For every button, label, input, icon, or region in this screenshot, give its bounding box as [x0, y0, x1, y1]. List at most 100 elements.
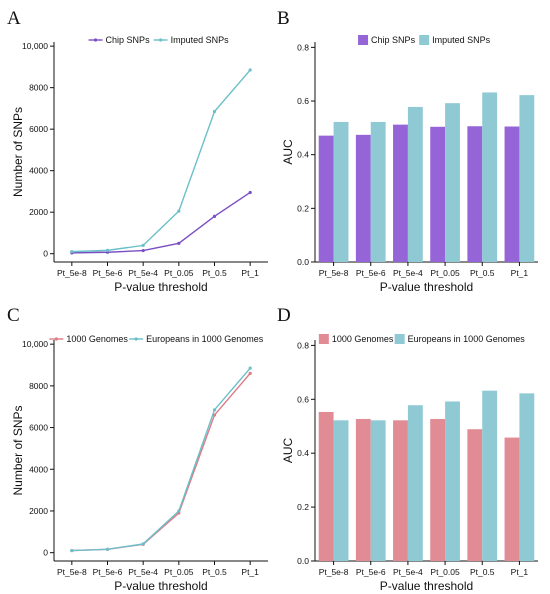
x-tick-label: Pt_0.05 — [164, 268, 194, 278]
y-tick-label: 0.0 — [297, 556, 309, 566]
legend: 1000 Genomes Europeans in 1000 Genomes — [49, 334, 264, 344]
y-tick-label: 0 — [43, 548, 48, 558]
bar-imputed-snps-5 — [519, 95, 535, 262]
bar-imputed-snps-3 — [445, 103, 460, 262]
point-chip-snps-3 — [177, 241, 181, 245]
y-tick-label: 4000 — [29, 166, 48, 176]
point-europeans-in-1000-genomes-3 — [177, 509, 181, 513]
legend-label: Chip SNPs — [106, 35, 151, 45]
panel-letter: B — [277, 8, 290, 29]
bar-1000-genomes-4 — [467, 429, 483, 561]
legend-key-swatch — [358, 35, 369, 45]
y-tick-label: 4000 — [29, 464, 48, 474]
bar-imputed-snps-4 — [482, 92, 498, 262]
x-tick-label: Pt_5e-6 — [93, 567, 123, 577]
point-imputed-snps-0 — [70, 250, 74, 254]
bar-imputed-snps-0 — [333, 121, 349, 262]
y-tick-label: 2000 — [29, 207, 48, 217]
y-tick-label: 0.2 — [297, 203, 309, 213]
bar-1000-genomes-2 — [393, 420, 408, 561]
series-line-europeans-in-1000-genomes — [71, 367, 251, 552]
legend-key-swatch — [394, 334, 405, 344]
y-tick-label: 0.6 — [297, 96, 309, 106]
panel-letter: A — [7, 8, 21, 29]
panel-c: C 0 2000 4000 6000 8000 10,000 Pt_5e-8 Pt_5e-6 Pt… — [7, 305, 268, 593]
point-1000-genomes-4 — [212, 413, 217, 417]
x-tick-label: Pt_0.05 — [164, 567, 194, 577]
x-tick-label: Pt_1 — [241, 567, 259, 577]
y-tick-label: 0.4 — [297, 150, 309, 160]
bar-chip-snps-2 — [393, 124, 408, 262]
point-europeans-in-1000-genomes-5 — [248, 366, 252, 370]
x-tick-label: Pt_5e-8 — [57, 567, 87, 577]
bar-europeans-in-1000-genomes-0 — [333, 420, 349, 561]
legend-label: Europeans in 1000 Genomes — [146, 334, 264, 344]
x-tick-label: Pt_1 — [511, 268, 529, 278]
legend-key-swatch — [318, 334, 329, 344]
y-tick-label: 0 — [43, 249, 48, 259]
point-chip-snps-5 — [248, 190, 252, 195]
bar-europeans-in-1000-genomes-2 — [407, 405, 423, 561]
bar-1000-genomes-1 — [355, 418, 371, 561]
bar-chip-snps-0 — [318, 135, 334, 262]
bar-europeans-in-1000-genomes-5 — [519, 393, 535, 561]
x-tick-label: Pt_5e-6 — [93, 268, 123, 278]
x-axis-title: P-value threshold — [114, 579, 207, 593]
x-tick-label: Pt_1 — [241, 268, 259, 278]
x-tick-label: Pt_0.5 — [470, 268, 495, 278]
legend-label: 1000 Genomes — [66, 334, 128, 344]
x-tick-label: Pt_0.5 — [470, 567, 495, 577]
x-tick-label: Pt_0.05 — [430, 567, 460, 577]
y-axis-title: AUC — [281, 139, 295, 165]
bar-1000-genomes-0 — [318, 411, 334, 561]
bar-chip-snps-3 — [430, 126, 446, 262]
y-tick-label: 10,000 — [22, 339, 48, 349]
bar-1000-genomes-5 — [504, 437, 520, 561]
bar-imputed-snps-2 — [407, 106, 423, 263]
x-axis-title: P-value threshold — [380, 280, 473, 294]
x-tick-label: Pt_5e-4 — [393, 567, 423, 577]
point-1000-genomes-5 — [248, 371, 252, 375]
point-imputed-snps-5 — [248, 68, 252, 72]
panel-letter: C — [7, 305, 20, 326]
y-tick-label: 10,000 — [22, 41, 48, 51]
bar-imputed-snps-1 — [370, 121, 386, 262]
x-tick-label: Pt_0.5 — [202, 567, 227, 577]
bar-europeans-in-1000-genomes-4 — [482, 390, 498, 561]
point-europeans-in-1000-genomes-1 — [105, 547, 110, 551]
y-tick-label: 8000 — [29, 83, 48, 93]
point-chip-snps-4 — [212, 214, 217, 218]
legend-label: Europeans in 1000 Genomes — [408, 334, 526, 344]
legend-label: Imputed SNPs — [171, 35, 230, 45]
legend-label: Imputed SNPs — [432, 35, 491, 45]
legend-label: 1000 Genomes — [332, 334, 394, 344]
y-tick-label: 6000 — [29, 124, 48, 134]
y-tick-label: 0.6 — [297, 394, 309, 404]
bar-1000-genomes-3 — [430, 418, 446, 561]
x-tick-label: Pt_5e-4 — [128, 268, 158, 278]
point-imputed-snps-3 — [177, 209, 181, 213]
y-tick-label: 0.0 — [297, 257, 309, 267]
y-tick-label: 2000 — [29, 506, 48, 516]
legend-key-point — [134, 337, 138, 341]
point-europeans-in-1000-genomes-0 — [70, 548, 74, 553]
y-tick-label: 8000 — [29, 381, 48, 391]
point-chip-snps-2 — [141, 248, 145, 253]
point-imputed-snps-1 — [105, 248, 110, 252]
legend-key-swatch — [419, 35, 430, 45]
x-tick-label: Pt_0.05 — [430, 268, 460, 278]
y-tick-label: 6000 — [29, 423, 48, 433]
x-tick-label: Pt_1 — [511, 567, 529, 577]
series-line-imputed-snps — [71, 69, 251, 253]
x-axis-title: P-value threshold — [380, 579, 473, 593]
x-tick-label: Pt_0.5 — [202, 268, 227, 278]
y-tick-label: 0.2 — [297, 502, 309, 512]
y-tick-label: 0.8 — [297, 340, 309, 350]
x-tick-label: Pt_5e-4 — [128, 567, 158, 577]
x-tick-label: Pt_5e-6 — [356, 268, 386, 278]
bar-chip-snps-1 — [355, 134, 371, 262]
point-europeans-in-1000-genomes-2 — [141, 542, 145, 546]
panel-letter: D — [277, 305, 291, 326]
x-tick-label: Pt_5e-8 — [319, 567, 349, 577]
